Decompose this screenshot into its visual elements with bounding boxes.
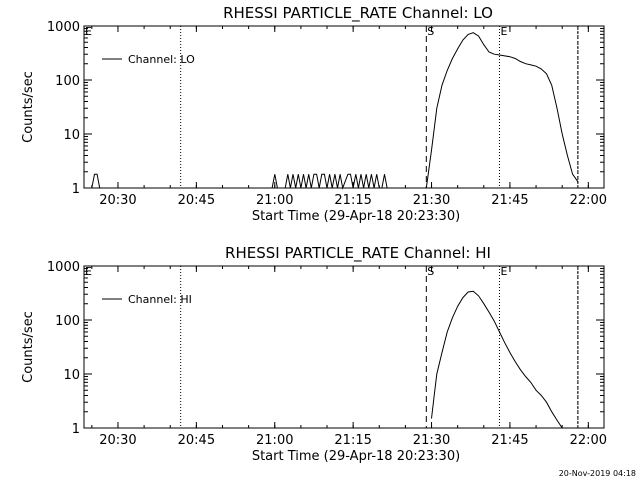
x-tick-label: 20:45 <box>178 193 215 208</box>
x-tick-label: 21:45 <box>491 433 528 448</box>
x-tick-label: 21:00 <box>256 433 293 448</box>
legend-entry: Channel: LO <box>128 53 195 66</box>
chart-hi: RHESSI PARTICLE_RATE Channel: HI 20:30 20:… <box>21 244 607 464</box>
series-line <box>431 290 563 429</box>
x-tick-label: 20:30 <box>99 433 136 448</box>
y-tick-label: 1000 <box>47 260 80 275</box>
x-tick-label: 21:00 <box>256 193 293 208</box>
x-tick-label: 22:00 <box>570 433 607 448</box>
x-axis-label: Start Time (29-Apr-18 20:23:30) <box>252 449 460 464</box>
series-line <box>91 32 579 190</box>
y-tick-label: 100 <box>55 314 80 329</box>
plot-frame <box>83 25 605 189</box>
x-tick-label: 21:15 <box>334 433 371 448</box>
chart-lo: RHESSI PARTICLE_RATE Channel: LO 20:30 20:… <box>21 4 607 224</box>
left-marker-label: E <box>85 25 92 38</box>
x-tick-label: 21:15 <box>334 193 371 208</box>
left-marker-label: E <box>85 265 92 278</box>
x-tick-label: 21:30 <box>413 433 450 448</box>
end-marker-label: E <box>500 25 507 38</box>
start-marker-label: S <box>427 265 434 278</box>
legend-entry: Channel: HI <box>128 293 192 306</box>
x-tick-label: 22:00 <box>570 193 607 208</box>
end-marker-label: E <box>500 265 507 278</box>
y-tick-label: 100 <box>55 74 80 89</box>
start-marker-label: S <box>427 25 434 38</box>
y-tick-label: 10 <box>63 128 80 143</box>
x-tick-label: 20:45 <box>178 433 215 448</box>
y-tick-label: 1 <box>72 182 80 197</box>
chart-title: RHESSI PARTICLE_RATE Channel: LO <box>223 4 493 23</box>
footer-timestamp: 20-Nov-2019 04:18 <box>559 469 636 478</box>
y-axis-label: Counts/sec <box>21 71 36 143</box>
x-tick-label: 20:30 <box>99 193 136 208</box>
y-tick-label: 1 <box>72 422 80 437</box>
y-tick-label: 1000 <box>47 20 80 35</box>
x-axis-label: Start Time (29-Apr-18 20:23:30) <box>252 209 460 224</box>
x-tick-label: 21:45 <box>491 193 528 208</box>
y-tick-label: 10 <box>63 368 80 383</box>
plot-frame <box>83 265 605 429</box>
y-axis-label: Counts/sec <box>21 311 36 383</box>
x-tick-label: 21:30 <box>413 193 450 208</box>
chart-title: RHESSI PARTICLE_RATE Channel: HI <box>225 244 491 263</box>
